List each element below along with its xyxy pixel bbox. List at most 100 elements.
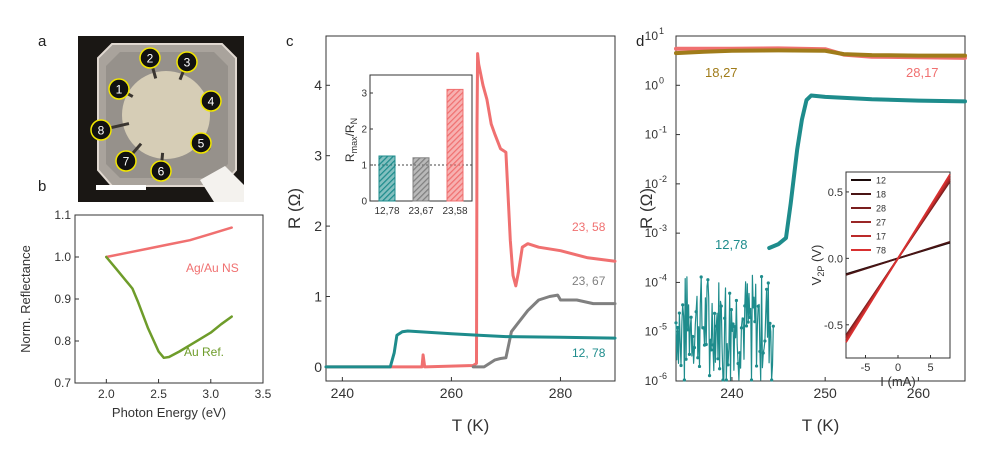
y-tick-exponent: -4: [659, 272, 667, 282]
inset-x-tick-label: 23,67: [408, 206, 433, 217]
series-noise-point: [765, 287, 769, 291]
inset-x-axis-label: I (mA): [880, 374, 915, 389]
contact-number: 7: [123, 155, 130, 169]
series-noise-point: [744, 324, 749, 328]
inset-y-tick-label: 0.0: [828, 253, 843, 265]
series-noise-point: [682, 378, 686, 382]
series-line-12-78: [324, 329, 617, 369]
series-noise-point: [771, 324, 775, 328]
inset-x-tick-label: 5: [927, 362, 933, 374]
inset-iv-line: [845, 173, 951, 343]
label-23-67: 23, 67: [572, 274, 606, 288]
contact-number: 2: [147, 52, 154, 66]
series-line-18-27: [674, 48, 967, 58]
label-au-ref: Au Ref.: [184, 345, 224, 359]
y-tick-label: 0.9: [54, 292, 71, 306]
y-tick-label: 0.7: [54, 376, 71, 390]
inset-x-tick-label: -5: [861, 362, 871, 374]
contact-number: 5: [198, 137, 205, 151]
inset-bar: [446, 88, 464, 202]
inset-x-tick-label: 12,78: [374, 206, 399, 217]
series-noise-point: [686, 328, 690, 332]
series-noise-point: [763, 339, 767, 343]
label-23-58: 23, 58: [572, 220, 606, 234]
y-tick-label: 1: [314, 288, 322, 304]
series-noise-point: [724, 378, 728, 382]
inset-y-tick-label: 0.5: [828, 187, 843, 199]
series-noise-point: [748, 315, 752, 320]
series-noise-point: [696, 356, 700, 360]
inset-x-tick-label: 23,58: [442, 206, 467, 217]
series-noise-point: [721, 378, 725, 382]
series-noise-point: [759, 274, 764, 279]
y-axis-label: Norm. Reflectance: [18, 245, 33, 353]
series-noise-point: [728, 291, 732, 295]
panel-label-d: d: [636, 33, 644, 50]
series-noise-point: [716, 357, 720, 361]
contact-number: 8: [98, 124, 105, 138]
inset-y-axis-label: Rmax/RN: [343, 118, 359, 162]
y-tick-label: 10: [645, 128, 659, 142]
y-tick-exponent: -6: [659, 371, 667, 381]
series-noise-point: [770, 378, 774, 382]
series-noise-point: [758, 349, 762, 354]
sample-disc: [122, 71, 210, 159]
inset-y-axis-label: V2P (V): [809, 245, 826, 286]
series-noise-point: [718, 367, 722, 371]
x-tick-label: 280: [549, 385, 573, 401]
label-28-17: 28,17: [906, 65, 939, 80]
x-axis-label: Photon Energy (eV): [112, 405, 226, 420]
series-noise-point: [729, 308, 733, 312]
scale-bar: [96, 185, 146, 190]
series-noise-point: [726, 363, 730, 367]
inset-legend-label: 78: [876, 246, 886, 256]
series-noise-point: [681, 303, 685, 307]
y-tick-exponent: -3: [659, 223, 667, 233]
contact-marker: [176, 51, 198, 73]
inset-y-tick-label: 1: [361, 161, 367, 172]
series-noise-point: [691, 334, 695, 339]
y-tick-exponent: -2: [659, 174, 667, 184]
series-noise-point: [738, 351, 742, 355]
contact-number: 4: [208, 95, 215, 109]
y-tick-label: 10: [645, 275, 659, 289]
y-axis-label: R (Ω): [637, 188, 656, 229]
y-tick-label: 10: [645, 325, 659, 339]
contact-marker: [200, 90, 222, 112]
series-noise-point: [746, 320, 750, 324]
series-noise-point: [749, 378, 754, 382]
y-tick-label: 1.0: [54, 250, 71, 264]
y-tick-label: 10: [645, 78, 659, 92]
series-noise-12-78: [675, 274, 774, 381]
inset-legend-label: 12: [876, 176, 886, 186]
series-noise-point: [719, 304, 723, 308]
series-noise-point: [743, 304, 747, 308]
y-tick-label: 0: [314, 359, 322, 375]
inset-y-tick-label: 0: [361, 197, 367, 208]
label-18-27: 18,27: [705, 65, 738, 80]
series-noise-point: [701, 326, 705, 330]
y-tick-label: 0.8: [54, 334, 71, 348]
y-tick-exponent: -5: [659, 322, 667, 332]
series-line-ag-au-ns: [105, 226, 233, 259]
x-tick-label: 240: [331, 385, 355, 401]
inset-legend-label: 18: [876, 190, 886, 200]
series-noise-point: [699, 275, 703, 279]
y-tick-exponent: 0: [659, 75, 664, 85]
inset-y-tick-label: -0.5: [824, 320, 843, 332]
x-tick-label: 250: [813, 385, 837, 401]
inset-legend-label: 28: [876, 204, 886, 214]
y-axis-label: R (Ω): [285, 188, 304, 229]
series-line-23-67: [471, 293, 617, 369]
panel-label-a: a: [38, 33, 47, 50]
inset-iv-chart: -5 0 5 -0.5 0.0 0.5 12 18 28 27 17 78 I (mA) V2P (V): [809, 171, 951, 389]
y-tick-exponent: 1: [659, 26, 664, 36]
y-tick-label: 1.1: [54, 208, 71, 222]
contact-marker: [90, 119, 112, 141]
series-noise-point: [697, 364, 702, 369]
series-noise-point: [711, 343, 715, 347]
inset-legend-label: 17: [876, 232, 886, 242]
y-tick-exponent: -1: [659, 125, 667, 135]
series-noise-point: [684, 357, 688, 361]
